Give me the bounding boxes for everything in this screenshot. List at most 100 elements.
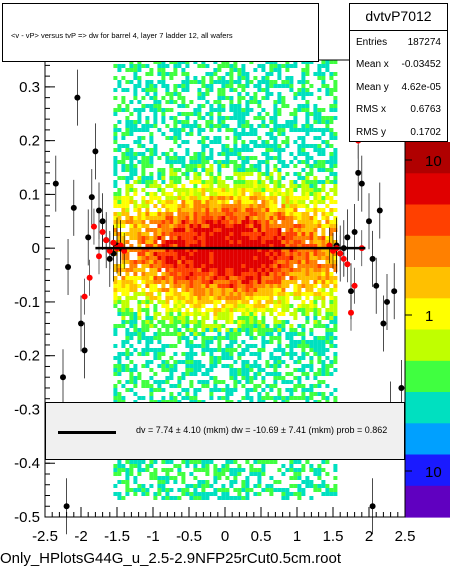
heatmap-cell (205, 220, 210, 224)
heatmap-cell (293, 276, 298, 280)
heatmap-cell (269, 300, 274, 304)
heatmap-cell (245, 388, 250, 392)
heatmap-cell (145, 192, 150, 196)
heatmap-cell (117, 356, 122, 360)
heatmap-cell (173, 84, 178, 88)
heatmap-cell (157, 104, 162, 108)
heatmap-cell (133, 208, 138, 212)
heatmap-cell (121, 256, 126, 260)
heatmap-cell (205, 236, 210, 240)
heatmap-cell (309, 332, 314, 336)
heatmap-cell (201, 208, 206, 212)
heatmap-cell (285, 68, 290, 72)
heatmap-cell (289, 492, 294, 496)
heatmap-cell (253, 360, 258, 364)
heatmap-cell (233, 472, 238, 476)
heatmap-cell (117, 128, 122, 132)
heatmap-cell (309, 288, 314, 292)
heatmap-cell (133, 492, 138, 496)
heatmap-cell (125, 248, 130, 252)
heatmap-cell (177, 316, 182, 320)
heatmap-cell (305, 276, 310, 280)
heatmap-cell (237, 132, 242, 136)
heatmap-cell (305, 208, 310, 212)
heatmap-cell (213, 284, 218, 288)
heatmap-cell (293, 268, 298, 272)
heatmap-cell (229, 368, 234, 372)
heatmap-cell (329, 136, 334, 140)
heatmap-cell (317, 292, 322, 296)
heatmap-cell (121, 468, 126, 472)
heatmap-cell (261, 200, 266, 204)
heatmap-cell (197, 260, 202, 264)
heatmap-cell (241, 148, 246, 152)
heatmap-cell (277, 232, 282, 236)
heatmap-cell (309, 200, 314, 204)
heatmap-cell (197, 300, 202, 304)
heatmap-cell (189, 472, 194, 476)
heatmap-cell (325, 284, 330, 288)
stat-value: 187274 (407, 36, 441, 48)
heatmap-cell (169, 272, 174, 276)
heatmap-cell (225, 200, 230, 204)
heatmap-cell (217, 360, 222, 364)
heatmap-cell (225, 468, 230, 472)
heatmap-cell (217, 316, 222, 320)
heatmap-cell (121, 264, 126, 268)
heatmap-cell (277, 320, 282, 324)
heatmap-cell (325, 224, 330, 228)
heatmap-cell (233, 228, 238, 232)
heatmap-cell (297, 92, 302, 96)
heatmap-cell (117, 284, 122, 288)
heatmap-cell (269, 200, 274, 204)
heatmap-cell (125, 492, 130, 496)
heatmap-cell (265, 384, 270, 388)
heatmap-cell (173, 196, 178, 200)
heatmap-cell (161, 280, 166, 284)
heatmap-cell (217, 292, 222, 296)
heatmap-cell (181, 192, 186, 196)
heatmap-cell (269, 248, 274, 252)
heatmap-cell (269, 240, 274, 244)
heatmap-cell (233, 220, 238, 224)
heatmap-cell (257, 356, 262, 360)
heatmap-cell (281, 140, 286, 144)
heatmap-cell (197, 104, 202, 108)
heatmap-cell (321, 188, 326, 192)
heatmap-cell (289, 344, 294, 348)
heatmap-cell (173, 236, 178, 240)
heatmap-cell (281, 492, 286, 496)
heatmap-cell (161, 488, 166, 492)
heatmap-cell (157, 388, 162, 392)
heatmap-cell (213, 240, 218, 244)
heatmap-cell (241, 68, 246, 72)
heatmap-cell (217, 228, 222, 232)
heatmap-cell (137, 236, 142, 240)
heatmap-cell (125, 148, 130, 152)
heatmap-cell (201, 260, 206, 264)
heatmap-cell (197, 232, 202, 236)
heatmap-cell (225, 220, 230, 224)
heatmap-cell (273, 284, 278, 288)
heatmap-cell (217, 80, 222, 84)
heatmap-cell (277, 176, 282, 180)
heatmap-cell (233, 64, 238, 68)
heatmap-cell (205, 460, 210, 464)
heatmap-cell (217, 168, 222, 172)
heatmap-cell (249, 488, 254, 492)
heatmap-cell (305, 476, 310, 480)
heatmap-cell (245, 292, 250, 296)
heatmap-cell (149, 484, 154, 488)
heatmap-cell (273, 264, 278, 268)
heatmap-cell (173, 300, 178, 304)
heatmap-cell (205, 188, 210, 192)
heatmap-cell (149, 96, 154, 100)
heatmap-cell (213, 472, 218, 476)
heatmap-cell (189, 344, 194, 348)
heatmap-cell (225, 388, 230, 392)
heatmap-cell (249, 472, 254, 476)
heatmap-cell (201, 364, 206, 368)
heatmap-cell (301, 312, 306, 316)
heatmap-cell (257, 232, 262, 236)
heatmap-cell (325, 180, 330, 184)
